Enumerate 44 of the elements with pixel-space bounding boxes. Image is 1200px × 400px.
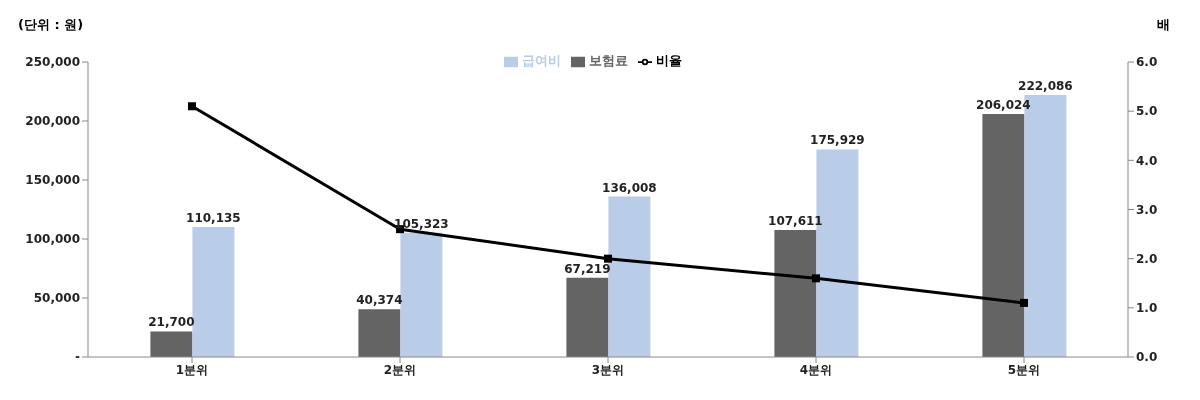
data-label: 136,008: [602, 180, 657, 195]
y-axis-title: (단위 : 원): [18, 16, 84, 34]
legend-label: 급여비: [522, 53, 561, 68]
y2-tick-label: 3.0: [1136, 202, 1158, 217]
bar: [358, 309, 401, 357]
y-tick-label: 250,000: [25, 55, 80, 70]
bar: [566, 277, 609, 357]
bar: [400, 232, 443, 357]
legend-label: 비율: [656, 53, 682, 68]
y2-tick-label: 4.0: [1136, 153, 1158, 168]
point: [812, 274, 820, 283]
x-tick-label: 3분위: [591, 362, 625, 377]
y2-tick-label: 2.0: [1136, 251, 1158, 266]
x-tick-label: 5분위: [1007, 362, 1041, 377]
bar: [192, 227, 235, 357]
x-tick-label: 1분위: [175, 362, 209, 377]
point: [604, 254, 612, 263]
y2-tick-label: 0.0: [1136, 350, 1158, 365]
y-tick-label: 150,000: [25, 173, 80, 188]
data-label: 175,929: [810, 133, 865, 148]
bar: [150, 331, 193, 357]
point: [188, 102, 196, 111]
data-label: 110,135: [186, 211, 241, 226]
y2-tick-label: 1.0: [1136, 301, 1158, 316]
legend-label: 보험료: [589, 53, 628, 68]
x-tick-label: 4분위: [799, 362, 833, 377]
y-tick-label: 200,000: [25, 114, 80, 129]
y-tick-label: -: [75, 350, 81, 365]
point: [1020, 298, 1028, 307]
bar: [982, 113, 1025, 357]
y2-tick-label: 6.0: [1136, 55, 1158, 70]
data-label: 21,700: [148, 315, 195, 330]
data-label: 222,086: [1018, 78, 1073, 93]
y-tick-label: 100,000: [25, 232, 80, 247]
data-label: 67,219: [564, 261, 611, 276]
data-label: 107,611: [768, 214, 823, 229]
y2-tick-label: 5.0: [1136, 104, 1158, 119]
bar: [774, 230, 817, 357]
data-label: 40,374: [356, 293, 403, 308]
data-label: 206,024: [976, 97, 1031, 112]
y-tick-label: 50,000: [33, 291, 80, 306]
x-tick-label: 2분위: [383, 362, 417, 377]
y2-axis-title: 배: [1157, 16, 1170, 34]
bar: [608, 196, 651, 357]
